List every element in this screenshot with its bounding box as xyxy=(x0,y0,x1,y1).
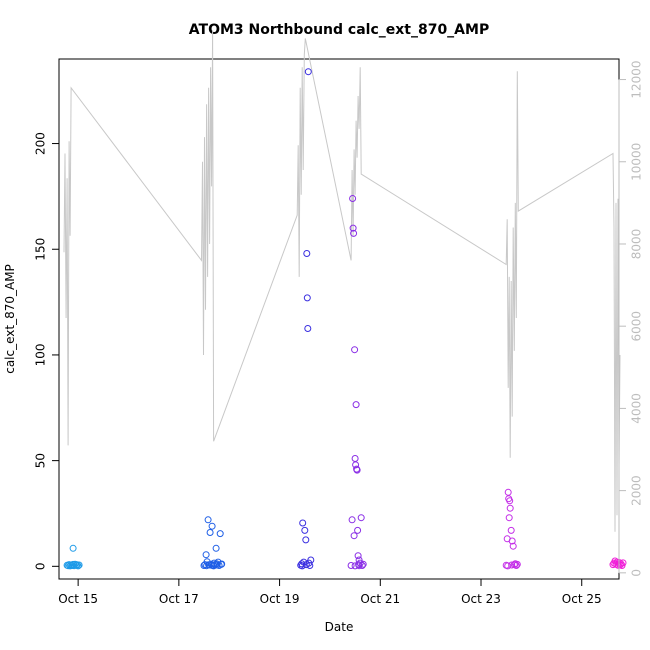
data-point xyxy=(354,526,362,534)
x-tick-label: Oct 21 xyxy=(360,592,400,606)
data-point xyxy=(212,544,220,552)
data-point xyxy=(351,455,359,462)
x-tick-label: Oct 25 xyxy=(562,592,602,606)
data-point xyxy=(298,562,306,570)
data-point xyxy=(302,536,310,544)
data-point xyxy=(349,224,357,232)
x-axis: Oct 15 Oct 17 Oct 19 Oct 21 Oct 23 Oct 25 xyxy=(58,578,602,606)
data-point xyxy=(303,294,311,302)
x-tick-label: Oct 15 xyxy=(58,592,98,606)
x-tick-label: Oct 17 xyxy=(159,592,199,606)
data-point xyxy=(202,551,210,559)
data-point xyxy=(304,68,312,76)
data-point xyxy=(357,514,365,522)
data-point xyxy=(210,562,218,570)
x-tick-label: Oct 23 xyxy=(461,592,501,606)
data-point xyxy=(509,542,517,550)
y-tick-label: 100 xyxy=(34,343,48,366)
data-point xyxy=(352,401,360,409)
data-point xyxy=(512,562,520,569)
y2-tick-label: 6000 xyxy=(630,311,644,342)
y-tick-label: 150 xyxy=(34,238,48,261)
data-point xyxy=(506,497,514,505)
data-point xyxy=(358,562,366,569)
data-point xyxy=(351,346,359,354)
data-point xyxy=(304,325,312,332)
y2-tick-label: 12000 xyxy=(630,60,644,98)
y-tick-label: 200 xyxy=(34,132,48,155)
data-point xyxy=(506,504,514,512)
data-point xyxy=(505,514,513,522)
y2-tick-label: 4000 xyxy=(630,393,644,424)
data-point xyxy=(206,529,214,536)
data-point xyxy=(508,537,516,545)
data-point xyxy=(351,562,359,570)
data-point xyxy=(205,561,213,569)
y-axis-label: calc_ext_870_AMP xyxy=(3,264,17,374)
y2-tick-label: 2000 xyxy=(630,475,644,506)
data-point xyxy=(354,552,362,560)
data-point xyxy=(350,229,358,237)
x-axis-label: Date xyxy=(325,620,354,634)
data-point xyxy=(299,519,307,527)
data-point xyxy=(619,559,627,567)
data-point xyxy=(216,530,224,538)
y-axis-left: 0 50 100 150 200 xyxy=(34,132,60,570)
scatter-points-layer xyxy=(63,68,627,570)
data-point xyxy=(75,561,83,569)
secondary-line-layer xyxy=(63,30,621,532)
data-point xyxy=(218,560,226,568)
data-point xyxy=(355,562,363,570)
data-point xyxy=(349,195,357,202)
y2-tick-label: 10000 xyxy=(630,143,644,181)
y-tick-label: 0 xyxy=(34,562,48,570)
data-point xyxy=(353,466,361,474)
data-point xyxy=(359,560,367,568)
x-tick-label: Oct 19 xyxy=(260,592,300,606)
data-point xyxy=(302,561,310,569)
data-point xyxy=(508,561,516,569)
chart-title: ATOM3 Northbound calc_ext_870_AMP xyxy=(189,22,489,38)
data-point xyxy=(301,526,309,534)
data-point xyxy=(504,562,512,570)
y-axis-right: 0 2000 4000 6000 8000 10000 12000 xyxy=(618,60,644,577)
data-point xyxy=(507,526,515,534)
data-point xyxy=(74,562,82,570)
data-point xyxy=(347,562,355,569)
data-point xyxy=(303,250,311,257)
data-point xyxy=(208,522,216,530)
data-point xyxy=(69,544,77,552)
y2-tick-label: 8000 xyxy=(630,229,644,260)
data-point xyxy=(348,516,356,524)
data-point xyxy=(307,556,315,564)
y2-tick-label: 0 xyxy=(630,569,644,577)
data-point xyxy=(504,488,512,496)
data-point xyxy=(204,516,212,524)
plot-frame xyxy=(58,58,620,580)
y-tick-label: 50 xyxy=(34,453,48,468)
data-point xyxy=(350,532,358,540)
secondary-series-line xyxy=(63,30,621,532)
